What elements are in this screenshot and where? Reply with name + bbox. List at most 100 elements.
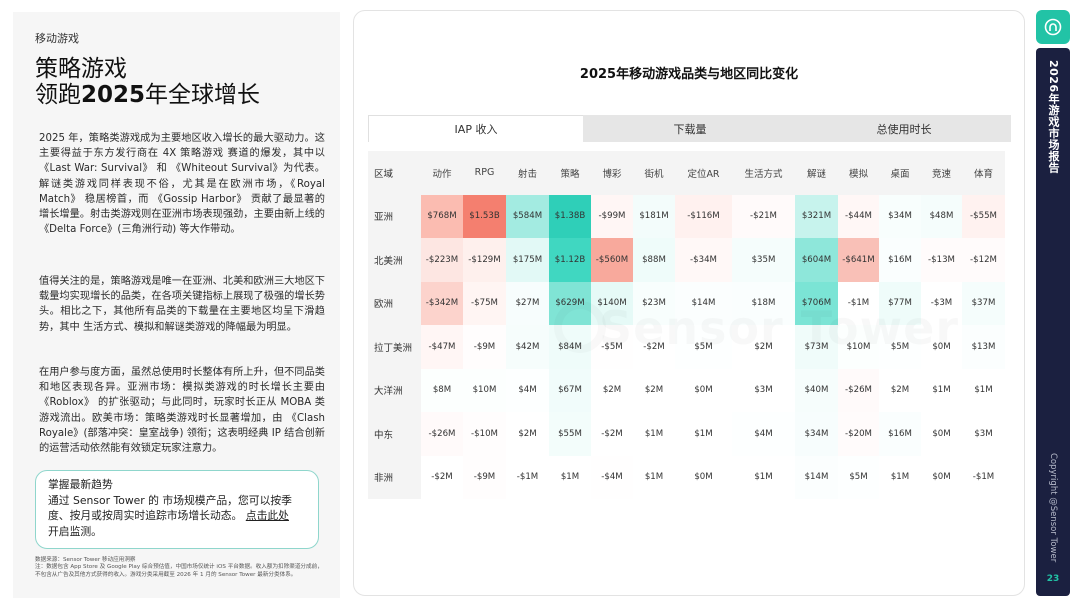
heatmap-cell: $629M — [549, 281, 591, 325]
column-header: 解谜 — [795, 151, 838, 195]
heatmap-cell: -$21M — [732, 194, 795, 238]
paragraph-engagement: 在用户参与度方面，虽然总使用时长整体有所上升，但不同品类和地区表现各异。亚洲市场… — [39, 367, 325, 455]
heatmap-cell: -$2M — [591, 412, 633, 456]
paragraph-downloads: 值得关注的是，策略游戏是唯一在亚洲、北美和欧洲三大地区下载量均实现增长的品类，在… — [39, 276, 325, 333]
heatmap-cell: -$3M — [921, 281, 962, 325]
tab-iap-revenue[interactable]: IAP 收入 — [368, 115, 583, 142]
heatmap-cell: $5M — [879, 325, 921, 369]
heatmap-cell: $16M — [879, 412, 921, 456]
metric-tabs: IAP 收入 下载量 总使用时长 — [368, 115, 1011, 142]
region-label: 北美洲 — [368, 238, 421, 282]
heatmap-cell: -$641M — [838, 238, 879, 282]
heatmap-table: 区域 动作 RPG 射击 策略 博彩 街机 定位AR 生活方式 解谜 模拟 桌面 竞速 体育 亚洲 $76… — [368, 151, 1005, 499]
region-column-header: 区域 — [368, 151, 421, 195]
table-row: 非洲 -$2M -$9M -$1M $1M -$4M $1M $0M $1M $14M $5M $1M… — [368, 455, 1005, 499]
heatmap-cell: -$129M — [463, 238, 506, 282]
heatmap-cell: $84M — [549, 325, 591, 369]
heatmap-cell: $34M — [795, 412, 838, 456]
heatmap-cell: $706M — [795, 281, 838, 325]
heatmap-cell: -$75M — [463, 281, 506, 325]
copyright-text: Copyright @Sensor Tower — [1048, 453, 1058, 563]
heatmap-cell: $3M — [962, 412, 1005, 456]
region-label: 亚洲 — [368, 194, 421, 238]
region-label: 非洲 — [368, 455, 421, 499]
tab-downloads[interactable]: 下载量 — [673, 122, 707, 136]
heatmap-cell: -$47M — [421, 325, 463, 369]
callout-text: 通过 Sensor Tower 的 市场规模产品，您可以按季度、按月或按周实时追… — [48, 493, 292, 523]
heatmap-cell: $5M — [838, 455, 879, 499]
heatmap-cell: $175M — [506, 238, 549, 282]
heatmap-cell: $1.38B — [549, 194, 591, 238]
column-header: 模拟 — [838, 151, 879, 195]
heatmap-cell: -$34M — [675, 238, 732, 282]
headline-line-2: 领跑2025年全球增长 — [35, 82, 260, 108]
heatmap-cell: $1.12B — [549, 238, 591, 282]
paragraph-revenue: 2025 年，策略类游戏成为主要地区收入增长的最大驱动力。这主要得益于东方发行商… — [39, 133, 325, 236]
section-label: 移动游戏 — [35, 32, 79, 45]
table-row: 欧洲 -$342M -$75M $27M $629M $140M $23M $14M $18M $… — [368, 281, 1005, 325]
tab-total-time[interactable]: 总使用时长 — [876, 122, 932, 136]
heatmap-cell: -$13M — [921, 238, 962, 282]
column-header: 竞速 — [921, 151, 962, 195]
table-row: 大洋洲 $8M $10M $4M $67M $2M $2M $0M $3M $40M -$26M $2… — [368, 368, 1005, 412]
heatmap-cell: $10M — [838, 325, 879, 369]
heatmap-cell: $1.53B — [463, 194, 506, 238]
heatmap-cell: -$26M — [421, 412, 463, 456]
report-title: 2026年游戏市场报告 — [1047, 60, 1060, 174]
heatmap-cell: $55M — [549, 412, 591, 456]
column-header: 博彩 — [591, 151, 633, 195]
heatmap-cell: -$2M — [633, 325, 675, 369]
heatmap-cell: $0M — [921, 412, 962, 456]
heatmap-cell: $2M — [732, 325, 795, 369]
footnote-source: 数据来源：Sensor Tower 移动应用洞察 — [35, 557, 136, 563]
heatmap-cell: -$55M — [962, 194, 1005, 238]
footnote: 数据来源：Sensor Tower 移动应用洞察 注：数据包含 App Stor… — [35, 557, 325, 579]
heatmap-cell: $1M — [962, 368, 1005, 412]
heatmap-cell: $48M — [921, 194, 962, 238]
callout-body: 通过 Sensor Tower 的 市场规模产品，您可以按季度、按月或按周实时追… — [48, 493, 306, 540]
heatmap-cell: $2M — [506, 412, 549, 456]
region-label: 欧洲 — [368, 281, 421, 325]
heatmap-cell: $0M — [675, 368, 732, 412]
chart-card: 2025年移动游戏品类与地区同比变化 IAP 收入 下载量 总使用时长 区域 动… — [353, 10, 1025, 596]
heatmap-cell: $34M — [879, 194, 921, 238]
heatmap-cell: -$26M — [838, 368, 879, 412]
heatmap-cell: $10M — [463, 368, 506, 412]
left-text-panel: 移动游戏 策略游戏 领跑2025年全球增长 2025 年，策略类游戏成为主要地区… — [13, 12, 340, 598]
region-label: 大洋洲 — [368, 368, 421, 412]
heatmap-cell: -$9M — [463, 455, 506, 499]
footnote-note: 注：数据包含 App Store 及 Google Play 综合预估值，中国市… — [35, 564, 323, 578]
region-label: 拉丁美洲 — [368, 325, 421, 369]
heatmap-cell: $3M — [732, 368, 795, 412]
sensor-tower-logo-icon — [1044, 18, 1062, 36]
heatmap-cell: $88M — [633, 238, 675, 282]
column-header: 桌面 — [879, 151, 921, 195]
heatmap-cell: $67M — [549, 368, 591, 412]
heatmap-cell: $140M — [591, 281, 633, 325]
table-row: 北美洲 -$223M -$129M $175M $1.12B -$560M $88M -$34… — [368, 238, 1005, 282]
column-header: 体育 — [962, 151, 1005, 195]
trend-callout-box: 掌握最新趋势 通过 Sensor Tower 的 市场规模产品，您可以按季度、按… — [35, 470, 319, 549]
headline-year: 2025 — [81, 82, 146, 108]
heatmap-cell: $35M — [732, 238, 795, 282]
heatmap-cell: $13M — [962, 325, 1005, 369]
column-header: 定位AR — [675, 151, 732, 195]
heatmap-cell: -$10M — [463, 412, 506, 456]
heatmap-cell: $23M — [633, 281, 675, 325]
heatmap-cell: $37M — [962, 281, 1005, 325]
heatmap-cell: -$9M — [463, 325, 506, 369]
page-number: 23 — [1046, 574, 1060, 584]
table-row: 拉丁美洲 -$47M -$9M $42M $84M -$5M -$2M $5M $2M $73M $… — [368, 325, 1005, 369]
heatmap-cell: $1M — [675, 412, 732, 456]
heatmap-cell: $2M — [633, 368, 675, 412]
heatmap-cell: -$1M — [962, 455, 1005, 499]
column-header: 生活方式 — [732, 151, 795, 195]
click-here-link[interactable]: 点击此处 — [245, 509, 289, 522]
column-header: 策略 — [549, 151, 591, 195]
heatmap-cell: $4M — [732, 412, 795, 456]
heatmap-cell: $321M — [795, 194, 838, 238]
heatmap-cell: $4M — [506, 368, 549, 412]
brand-tile — [1036, 10, 1070, 44]
heatmap-cell: $0M — [921, 455, 962, 499]
heatmap-cell: $0M — [921, 325, 962, 369]
